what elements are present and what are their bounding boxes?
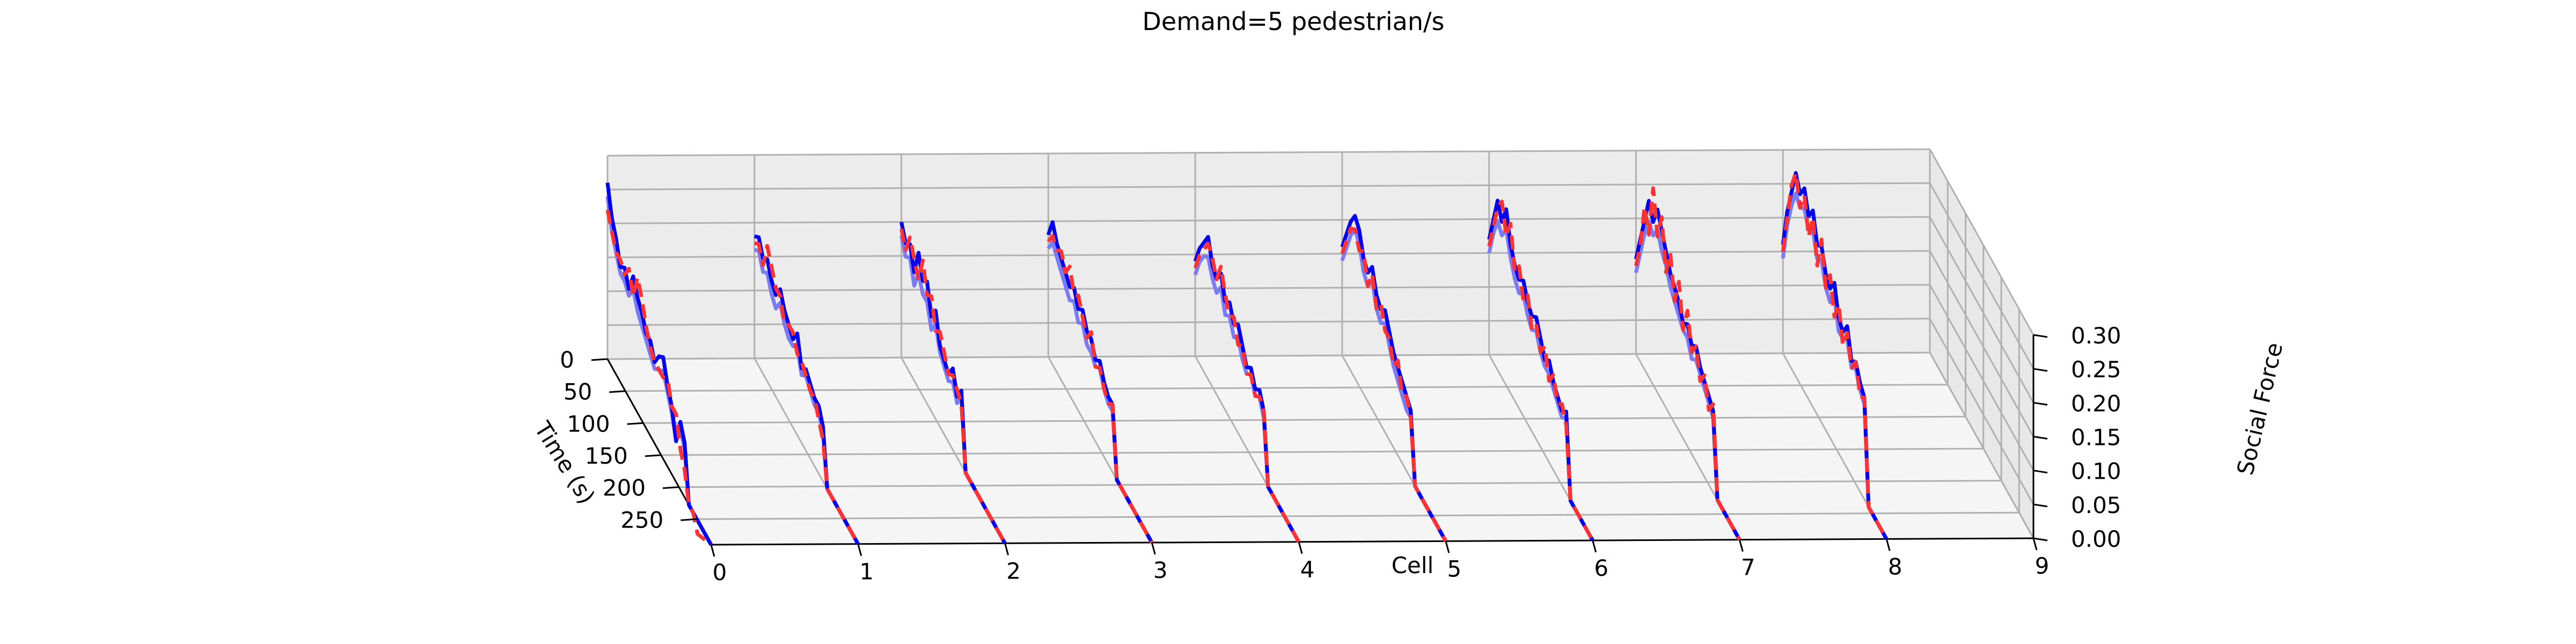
x-tick-mark bbox=[1592, 540, 1597, 553]
grid-line-z-back bbox=[607, 250, 1930, 258]
floor-pane bbox=[608, 353, 2033, 545]
x-tick-mark bbox=[1151, 542, 1156, 555]
z-tick-mark bbox=[2033, 401, 2048, 406]
grid-line-y-floor bbox=[643, 415, 1966, 424]
curve-cell-3-series-2 bbox=[1046, 233, 1154, 544]
curve-cell-5-series-2 bbox=[1340, 226, 1447, 543]
y-tick-mark bbox=[609, 390, 626, 393]
x-tick-label: 6 bbox=[1594, 555, 1608, 581]
z-tick-label: 0.10 bbox=[2071, 458, 2121, 485]
grid-lines bbox=[606, 148, 2035, 545]
y-tick-mark bbox=[627, 422, 643, 425]
z-tick-mark bbox=[2033, 470, 2048, 474]
z-tick-mark bbox=[2033, 368, 2048, 372]
curve-cell-1-series-2 bbox=[754, 241, 860, 545]
curve-cell-8-series-2 bbox=[1781, 171, 1889, 540]
grid-line-z-back bbox=[607, 318, 1930, 326]
chart-title: Demand=5 pedestrian/s bbox=[1142, 7, 1444, 36]
grid-line-z-side bbox=[1929, 352, 2035, 539]
x-tick-mark bbox=[2032, 538, 2038, 551]
x-tick-label: 4 bbox=[1300, 557, 1315, 583]
grid-line-z-back bbox=[607, 148, 1930, 157]
z-tick-label: 0.20 bbox=[2071, 390, 2121, 416]
y-tick-label: 0 bbox=[560, 347, 574, 373]
x-tick-mark bbox=[1738, 539, 1744, 552]
grid-line-z-side bbox=[1929, 182, 2035, 369]
grid-line-y-floor bbox=[661, 448, 1984, 456]
x-tick-mark bbox=[1885, 538, 1891, 551]
x-tick-label: 9 bbox=[2035, 553, 2050, 579]
grid-line-z-side bbox=[1929, 284, 2035, 471]
z-tick-label: 0.05 bbox=[2071, 492, 2121, 518]
tick-labels: 0 1 2 3 4 5 6 7 8 9 0 50 100 150 200 250 0.00 0.05 0.10 0.1… bbox=[560, 323, 2121, 586]
x-tick-label: 8 bbox=[1888, 553, 1902, 580]
x-tick-label: 5 bbox=[1447, 555, 1462, 582]
grid-line-z-back bbox=[607, 216, 1930, 224]
z-axis-label: Social Force bbox=[2232, 340, 2288, 478]
x-tick-mark bbox=[857, 544, 862, 557]
x-tick-mark bbox=[1298, 541, 1303, 554]
grid-line-z-back bbox=[607, 284, 1930, 292]
curve-cell-6-series-0 bbox=[1487, 199, 1594, 541]
x-tick-label: 1 bbox=[859, 559, 874, 585]
grid-line-z-back bbox=[607, 182, 1930, 191]
x-tick-label: 2 bbox=[1006, 558, 1021, 584]
data-curves bbox=[605, 171, 1889, 546]
z-tick-label: 0.25 bbox=[2071, 356, 2121, 383]
y-tick-label: 200 bbox=[603, 475, 646, 501]
y-tick-mark bbox=[591, 358, 608, 361]
z-tick-mark bbox=[2033, 503, 2048, 508]
z-tick-mark bbox=[2033, 537, 2048, 541]
z-tick-label: 0.30 bbox=[2071, 323, 2121, 349]
y-tick-label: 250 bbox=[620, 507, 663, 533]
y-tick-mark bbox=[663, 486, 679, 489]
grid-line-y-floor bbox=[697, 511, 2019, 520]
x-tick-label: 3 bbox=[1153, 557, 1168, 583]
grid-line-z-side bbox=[1929, 216, 2035, 404]
curve-cell-0-series-0 bbox=[605, 182, 713, 546]
y-tick-label: 100 bbox=[567, 411, 610, 437]
z-tick-label: 0.00 bbox=[2071, 526, 2121, 552]
grid-line-z-side bbox=[1929, 318, 2035, 505]
z-tick-mark bbox=[2033, 436, 2048, 440]
axes-panes bbox=[608, 149, 2033, 545]
y-tick-label: 150 bbox=[585, 443, 628, 469]
curve-cell-6-series-2 bbox=[1487, 200, 1594, 541]
z-tick-label: 0.15 bbox=[2071, 425, 2121, 451]
grid-line-z-side bbox=[1929, 149, 2035, 335]
x-axis-line bbox=[711, 537, 2034, 546]
curve-cell-4-series-2 bbox=[1193, 241, 1301, 543]
grid-line-z-side bbox=[1929, 250, 2035, 437]
z-tick-mark bbox=[2033, 334, 2048, 338]
curve-cell-2-series-2 bbox=[899, 228, 1007, 545]
grid-line-y-floor bbox=[679, 480, 2002, 488]
y-tick-mark bbox=[645, 454, 661, 457]
y-tick-label: 50 bbox=[564, 379, 592, 405]
grid-line-z-back bbox=[607, 352, 1930, 360]
curve-cell-5-series-0 bbox=[1340, 214, 1447, 543]
x-axis-label: Cell bbox=[1392, 552, 1434, 579]
x-tick-mark bbox=[1004, 543, 1009, 555]
curve-cell-7-series-2 bbox=[1634, 186, 1741, 541]
x-tick-label: 0 bbox=[713, 559, 727, 586]
x-tick-mark bbox=[710, 544, 715, 557]
y-tick-mark bbox=[680, 518, 697, 521]
grid-line-y-floor bbox=[625, 384, 1948, 392]
x-tick-mark bbox=[1445, 540, 1450, 553]
x-tick-label: 7 bbox=[1741, 554, 1755, 581]
